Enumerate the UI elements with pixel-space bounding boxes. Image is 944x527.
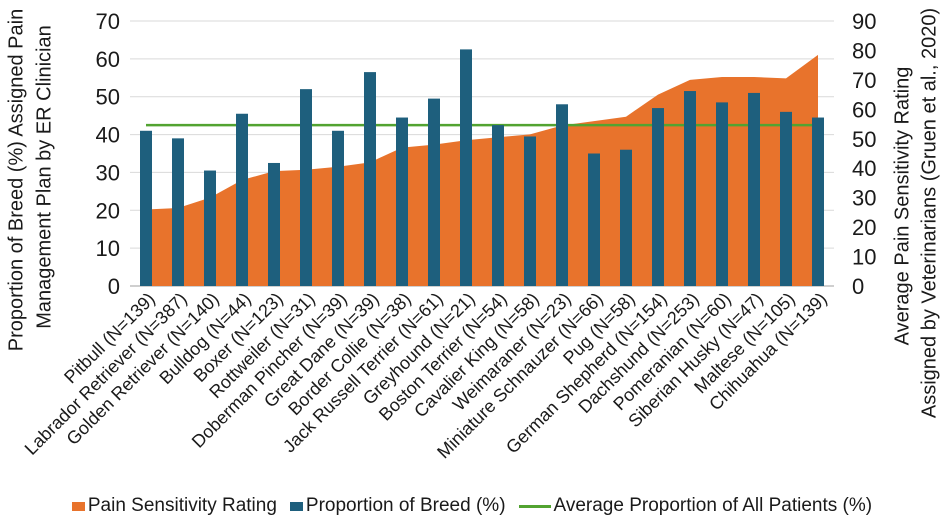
bar-Dachshund (N=253): [684, 91, 696, 287]
right-axis-tick-label: 70: [852, 68, 876, 93]
right-axis-title-line2: Assigned by Veterinarians (Gruen et al.,…: [918, 7, 941, 419]
chart-canvas: 0102030405060700102030405060708090Pitbul…: [21, 9, 877, 462]
legend-label-average-proportion: Average Proportion of All Patients (%): [553, 495, 873, 516]
right-axis-tick-label: 40: [852, 156, 876, 181]
right-axis-tick-label: 30: [852, 186, 876, 211]
right-axis-tick-label: 60: [852, 97, 876, 122]
bar-Rottweiler (N=31): [300, 89, 312, 287]
left-axis-title-line2: Management Plan by ER Clinician: [33, 25, 56, 329]
bar-Pitbull (N=139): [140, 130, 152, 286]
left-axis-tick-label: 10: [96, 236, 120, 261]
right-axis-tick-label: 80: [852, 38, 876, 63]
bar-Pug (N=58): [620, 149, 632, 286]
legend-label-proportion-of-breed: Proportion of Breed (%): [305, 495, 506, 516]
left-axis-tick-label: 60: [96, 47, 120, 72]
right-axis-title-line1: Average Pain Sensitivity Rating: [891, 66, 914, 346]
bar-Miniature Schnauzer (N=66): [588, 153, 600, 286]
legend-item-pain-sensitivity-rating: Pain Sensitivity Rating: [71, 495, 277, 517]
area-series-pain-sensitivity: [146, 54, 818, 286]
bar-Maltese (N=105): [780, 111, 792, 286]
bar-Doberman Pincher (N=39): [332, 130, 344, 286]
legend-swatch-line-icon: [518, 504, 551, 508]
right-axis-tick-label: 10: [852, 245, 876, 270]
bar-Pomeranian (N=60): [716, 102, 728, 287]
legend-swatch-area-icon: [71, 501, 85, 511]
right-axis-tick-label: 20: [852, 215, 876, 240]
left-axis-tick-label: 0: [108, 274, 120, 299]
left-axis-tick-label: 70: [96, 9, 120, 34]
left-axis-title-line1: Proportion of Breed (%) Assigned Pain: [5, 8, 28, 352]
right-axis-tick-label: 90: [852, 9, 876, 34]
bar-Weimaraner (N=23): [556, 104, 568, 287]
bar-Golden Retriever (N=140): [204, 170, 216, 286]
left-axis-tick-label: 50: [96, 85, 120, 110]
bar-Bulldog (N=44): [236, 113, 248, 286]
bar-German Shepherd (N=154): [652, 108, 664, 286]
legend-label-pain-sensitivity-rating: Pain Sensitivity Rating: [87, 495, 277, 516]
bar-Chihuahua (N=139): [812, 117, 824, 287]
right-axis-tick-label: 0: [852, 274, 864, 299]
right-axis-tick-label: 50: [852, 127, 876, 152]
bar-Cavalier King (N=58): [524, 136, 536, 286]
bar-Greyhound (N=21): [460, 49, 472, 287]
left-axis-tick-label: 30: [96, 160, 120, 185]
left-axis-tick-label: 40: [96, 123, 120, 148]
legend-item-average-proportion: Average Proportion of All Patients (%): [518, 495, 873, 517]
chart-legend: Pain Sensitivity Rating Proportion of Br…: [0, 492, 944, 520]
bar-Boxer (N=123): [268, 162, 280, 286]
bar-Labrador Retriever (N=387): [172, 138, 184, 286]
bar-Siberian Husky (N=47): [748, 92, 760, 286]
bar-Border Collie (N=38): [396, 117, 408, 287]
bar-Boston Terrier (N=54): [492, 125, 504, 286]
bar-Jack Russell Terrier (N=61): [428, 98, 440, 286]
legend-swatch-bar-icon: [289, 501, 303, 511]
bar-Great Dane (N=39): [364, 72, 376, 286]
legend-item-proportion-of-breed: Proportion of Breed (%): [289, 495, 506, 517]
left-axis-tick-label: 20: [96, 198, 120, 223]
